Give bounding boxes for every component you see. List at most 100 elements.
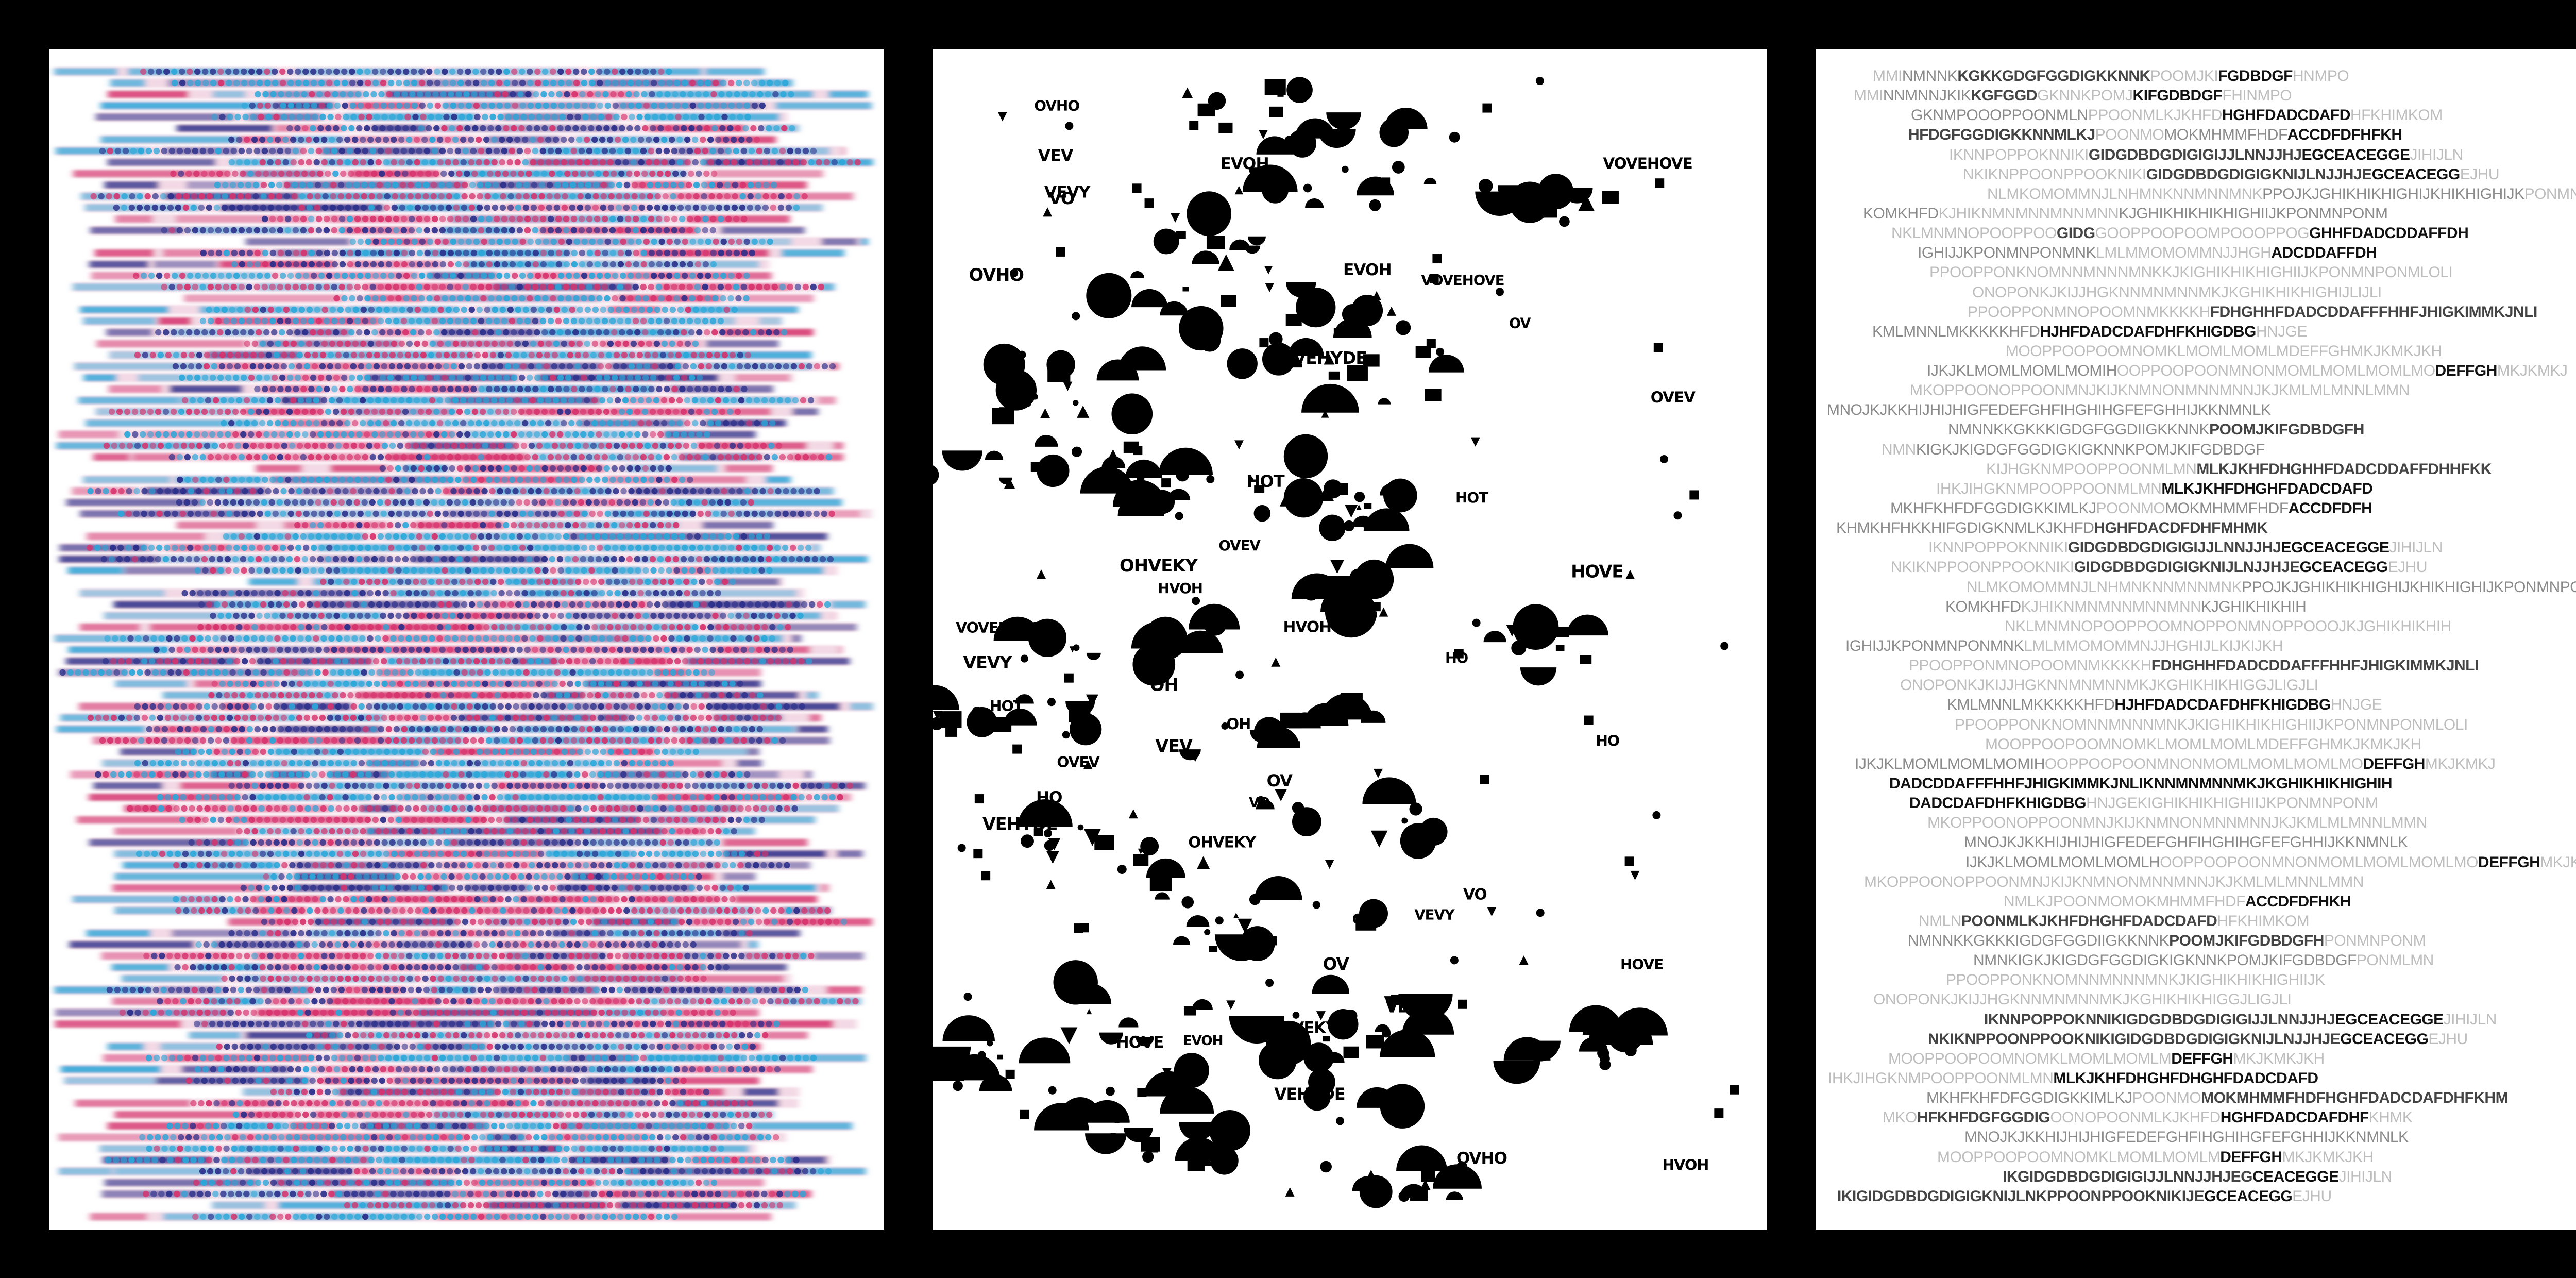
letter-segment: NMNKIGKJKIGDGFGGDIGKIGKNNKPOMJKIFGDBDGF bbox=[1973, 952, 2357, 969]
letter-segment: ADCDDAFFDH bbox=[2271, 244, 2377, 262]
letter-line: ONOPONKJKIJJHGKNNMNMNNMKJKGHIKHIKHIGGJLI… bbox=[1900, 678, 2318, 693]
letter-segment: HGHFDADCDAFD bbox=[2222, 107, 2350, 124]
letter-line: PPOOPPONKNOMNNMNNNMNKJKIGHIKHIKHIGHIIJK bbox=[1946, 972, 2325, 988]
letter-segment: GKNMPOOOPPOONMLN bbox=[1911, 107, 2088, 124]
glyph-fragment: OVHO bbox=[969, 265, 1024, 285]
letter-segment: KOMKHFD bbox=[1945, 598, 2021, 615]
letter-line: NKIKNPPOONPPOOKNIKIGIDGDBDGDIGIGKNIJLNJJ… bbox=[1928, 1030, 2468, 1048]
glyph-fragment: OHVEKY bbox=[1188, 834, 1256, 851]
letter-line: NLMKOMOMMNJLNHMNKNNMNNMNKPPOJKJGHIKHIKHI… bbox=[1987, 185, 2576, 203]
letter-segment: IGHIJJKPONMNPONMNK bbox=[1845, 637, 2024, 654]
black-shapes-graphic: OHVEKY OHVEKY OHVEKY VEV VEV VEV HOT HOT HOT HO HO… bbox=[933, 77, 1739, 1208]
glyph-fragment: VEHYDE bbox=[1293, 348, 1367, 368]
letter-segment: DEFFGH bbox=[2220, 1148, 2282, 1166]
letter-segment: MKHFKHFDFGGDIGKKIMLKJ bbox=[1890, 500, 2096, 517]
letter-segment: GIDGDBDGDIGIGKNIJLNJJHJE bbox=[2146, 165, 2372, 183]
letter-segment: PPOOPPONKNOMNNMNNNMN bbox=[1955, 716, 2177, 733]
letter-segment: NLMKOMOMMNJLNHMNKNNMNNMNK bbox=[1987, 185, 2263, 203]
glyph-fragment: VOVEHOVE bbox=[956, 619, 1042, 636]
letter-segment: IJKJKLMOMLMOMLMOMIH bbox=[1855, 755, 2045, 772]
letter-segment: KJKIGHIKHIKHIGHIIJKPONMNPONMLOLI bbox=[2177, 716, 2468, 733]
letter-segment: NKLMNMNOPOOPPOOMNOPPONMNOPPOOOJKJGHIKHIK… bbox=[2005, 617, 2451, 635]
letter-segment: GJLIGJLI bbox=[2255, 677, 2318, 694]
panel-black-shapes: OHVEKY OHVEKY OHVEKY VEV VEV VEV HOT HOT HOT HO HO… bbox=[933, 49, 1767, 1230]
letter-segment: POOMJKIFGDBDGFH bbox=[2209, 421, 2364, 439]
letter-segment: ONOPONKJKIJJHG bbox=[1873, 991, 2010, 1008]
letter-segment: OOPPOOPOONMNONMOMLMOMLMOMLMO bbox=[2044, 755, 2363, 772]
letter-segment: GHHFDADCDDAFFDH bbox=[2309, 225, 2469, 242]
letter-segment: ONOPONKJKIJJHG bbox=[1972, 283, 2109, 301]
letter-segment: MOOPPOOPOOMNOMKLMOMLMOMLMDEFFGHMKJKMKJKH bbox=[1985, 735, 2421, 753]
letter-segment: MNOJKJKK bbox=[1964, 834, 2045, 851]
glyph-fragment: HOT bbox=[1455, 489, 1488, 506]
glyph-fragment: OVEV bbox=[1651, 389, 1696, 406]
glyph-fragment: OVHO bbox=[1034, 97, 1079, 114]
letter-segment: HIKHIKHIGHIIJK bbox=[2211, 971, 2325, 989]
letter-line: NKLMNMNOPOOPPOOGIDGGOOPPOOPOOMPOOOPPOGGH… bbox=[1891, 225, 2469, 242]
letter-segment: EJHU bbox=[2292, 1187, 2332, 1205]
glyph-fragment: OVHO bbox=[1456, 1149, 1507, 1168]
letter-line: IJKJKLMOMLMOMLMOMIHOOPPOOPOONMNONMOMLMOM… bbox=[1855, 755, 2496, 772]
letter-line: ONOPONKJKIJJHGKNNMNMNNMKJKGHIKHIKHIGHIJL… bbox=[1972, 283, 2382, 301]
letter-segment: FGDBDGF bbox=[2218, 68, 2293, 85]
glyph-fragment: EVOH bbox=[1343, 261, 1392, 279]
letter-segment: EJHU bbox=[2460, 165, 2500, 183]
letter-segment: HGHFDADCDAFDHF bbox=[2220, 1109, 2369, 1126]
glyph-fragment: VEVY bbox=[1414, 906, 1455, 923]
letter-line: NMNNKKGKKKIGDGFGGDIIGKKNNKPOOMJKIFGDBDGF… bbox=[1948, 422, 2364, 438]
letter-segment: OOPPOOPOONMNONMOMLMOMLMOMLMO bbox=[2116, 362, 2435, 380]
letter-segment: GJLIGJLI bbox=[2228, 991, 2292, 1008]
letter-segment: HNJGE bbox=[2256, 323, 2308, 340]
letter-line: IHKJIHGKNMPOOPPOONMLMNMLKJKHFDHGHFDHGHFD… bbox=[1828, 1071, 2318, 1086]
glyph-fragment: HO bbox=[1445, 650, 1468, 666]
letter-segment: KJHI bbox=[1938, 205, 1972, 222]
letter-line: IJKJKLMOMLMOMLMOMIHOOPPOOPOONMNONMOMLMOM… bbox=[1927, 362, 2568, 380]
letter-segment: MNOJKJKK bbox=[1964, 1129, 2045, 1146]
letter-segment: MKOPPOONOPPOONMNJKIJKNMNONMNNMNNJKJKMLML… bbox=[1927, 814, 2427, 832]
letter-segment: HNJGE bbox=[2086, 795, 2138, 812]
letter-line: MKHFKHFDFGGDIGKKIMLKJPOONMOMOKMHMMFHDFHG… bbox=[1926, 1090, 2509, 1106]
letter-segment: KOMKHFD bbox=[1863, 205, 1939, 222]
letter-segment: GOOPPOOPOOMPOOOPPOG bbox=[2095, 225, 2310, 242]
letter-segment: CEACEGGE bbox=[2252, 1168, 2339, 1185]
glyph-fragment: HOVE bbox=[1116, 1033, 1164, 1052]
letter-line: ONOPONKJKIJJHGKNNMNMNNMKJKGHIKHIKHIGGJLI… bbox=[1873, 991, 2292, 1008]
letter-line: PPOOPPONKNOMNNMNNNMNKKJKIGHIKHIKHIGHIIJK… bbox=[1929, 265, 2453, 280]
letter-segment: KNMNMNNMNNMNN bbox=[1971, 205, 2119, 222]
letter-line: IKIGIDGDBDGDIGIGKNIJLNKPPOONPPOOKNIKIJEG… bbox=[1837, 1187, 2332, 1205]
letter-segment: EGCEACEGGE bbox=[2335, 1011, 2444, 1028]
glyph-fragment: EVOH bbox=[1220, 155, 1268, 173]
letter-segment: MOOPPOOPOOMNOMKLMOMLMOMLM bbox=[1937, 1148, 2221, 1166]
letter-segment: NKIKNPPOONPPOOKNIKI bbox=[1891, 559, 2074, 576]
letter-segment: EJHU bbox=[2428, 1030, 2468, 1048]
letter-segment: IKGIDGDBDGDIGIGIJJLNNJJHJEG bbox=[2003, 1168, 2252, 1185]
glyph-fragment: VEVY bbox=[963, 652, 1012, 672]
letter-segment: IJKJKLMOMLMOMLMOMIH bbox=[1927, 362, 2117, 380]
letter-segment: EJHU bbox=[2387, 559, 2428, 576]
glyph-fragment: HVOH bbox=[1283, 618, 1331, 636]
letter-segment: GIDGDBDGDIGIGKNIJLNJJHJE bbox=[2074, 559, 2300, 576]
letter-segment: POOMJKIFGDBDGFH bbox=[2169, 932, 2324, 950]
letter-line: MKHFKHFDFGGDIGKKIMLKJPOONMOMOKMHMMFHDFAC… bbox=[1890, 501, 2372, 516]
letter-segment: NMLN bbox=[1919, 912, 1962, 930]
letter-segment: IKNNPOPPOKNNIKI bbox=[1949, 146, 2089, 163]
letter-segment: POONMLKJKHFDHGHFDADCDAFD bbox=[1961, 912, 2217, 930]
glyph-fragment: VOVEHOVE bbox=[1603, 155, 1692, 172]
letter-segment: NMN bbox=[1882, 441, 1916, 458]
glyph-fragment: HVOH bbox=[1662, 1156, 1708, 1174]
letter-segment: DEFFGH bbox=[2478, 853, 2540, 871]
letter-segment: MNOJKJKK bbox=[1827, 401, 1908, 419]
letter-segment: HFKHFDGFGGDIG bbox=[1917, 1109, 2050, 1126]
letter-line: KIJHGKNMPOOPPOONMLMNMLKJKHFDHGHHFDADCDDA… bbox=[1986, 460, 2492, 478]
letter-line: IGHIJJKPONMNPONMNKLMLMMOMOMMNJJHGHADCDDA… bbox=[1918, 245, 2377, 261]
letter-line: HFDGFGGDIGKKNNMLKJPOONMOMOKMHMMFHDFACCDF… bbox=[1908, 127, 2402, 143]
letter-segment: MKO bbox=[1883, 1109, 1917, 1126]
letter-segment: KIJHGKNMPOOPPOONMLMN bbox=[1986, 460, 2197, 478]
letter-segment: NMNNK bbox=[1902, 68, 1958, 85]
letter-line: KHMKHFHKKHIFGDIGKNMLKJKHFDHGHFDACDFDHFMH… bbox=[1836, 520, 2268, 536]
letter-segment: DEFFGH bbox=[2435, 362, 2498, 380]
glyph-fragment: OH bbox=[1226, 715, 1250, 733]
letter-segment: GCEACEGG bbox=[2371, 165, 2461, 183]
letter-segment: PPOJKJGHIKHIKHIGHIJKHIKHIGHIJK bbox=[2262, 185, 2524, 203]
glyph-fragment: HOVE bbox=[1620, 955, 1663, 972]
